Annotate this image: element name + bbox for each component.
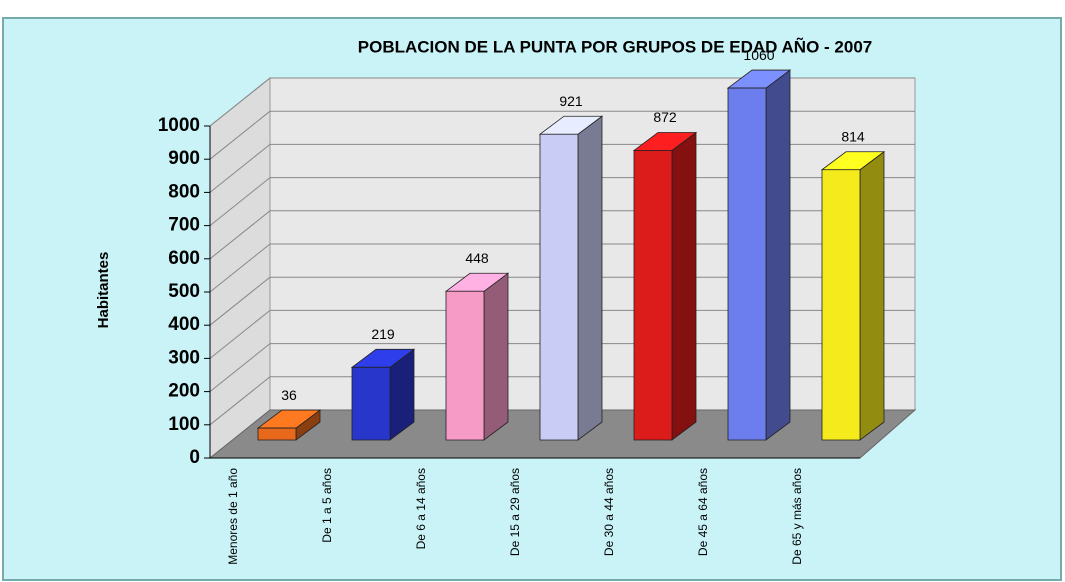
bar	[820, 150, 886, 441]
bar-face	[483, 272, 509, 441]
grid-line	[209, 343, 271, 392]
bar	[538, 115, 604, 441]
bar-face	[351, 366, 391, 441]
bar	[350, 348, 416, 441]
y-tick-label: 300	[168, 347, 200, 368]
y-tick-label: 600	[168, 248, 200, 269]
bar-face	[539, 133, 579, 441]
bar	[256, 409, 322, 441]
grid-line	[209, 110, 271, 160]
x-tick-label: De 65 y más años	[790, 468, 804, 565]
y-tick-label: 500	[168, 281, 200, 302]
grid-line	[209, 144, 271, 193]
value-label: 921	[559, 93, 583, 109]
x-tick-label: De 45 a 64 años	[696, 468, 710, 556]
bar-face	[859, 150, 885, 441]
bar-face	[727, 87, 767, 441]
y-tick-label: 1000	[158, 115, 200, 136]
bar	[632, 131, 698, 441]
y-tick-label: 800	[168, 181, 200, 202]
chart-title: POBLACION DE LA PUNTA POR GRUPOS DE EDAD…	[358, 36, 872, 56]
bar	[444, 272, 510, 441]
x-tick-label: De 15 a 29 años	[508, 468, 522, 556]
y-tick-label: 100	[168, 414, 200, 435]
value-label: 872	[653, 109, 677, 125]
grid-line	[209, 77, 271, 127]
bar-face	[577, 115, 603, 441]
bar-face	[257, 427, 297, 441]
x-tick-label: De 30 a 44 años	[602, 468, 616, 556]
y-tick-label: 0	[189, 447, 200, 468]
y-tick-label: 700	[168, 215, 200, 236]
value-label: 219	[371, 326, 395, 342]
y-axis-label: Habitantes	[95, 252, 112, 329]
grid-line	[209, 276, 271, 326]
value-label: 1060	[743, 47, 774, 63]
grid-line	[209, 210, 271, 260]
grid-line	[209, 243, 271, 293]
value-label: 448	[465, 250, 489, 266]
value-label: 36	[281, 387, 297, 403]
bar-face	[765, 69, 791, 441]
bar-face	[671, 131, 697, 441]
y-tick-label: 900	[168, 148, 200, 169]
bar-face	[821, 169, 861, 441]
y-tick-label: 400	[168, 314, 200, 335]
grid-line	[209, 310, 271, 359]
x-tick-label: De 6 a 14 años	[414, 468, 428, 549]
value-label: 814	[841, 128, 865, 144]
grid-line	[209, 376, 271, 426]
grid-line	[209, 177, 271, 226]
x-tick-label: De 1 a 5 años	[320, 468, 334, 543]
bar-face	[445, 290, 485, 441]
y-tick-label: 200	[168, 381, 200, 402]
bar-face	[633, 150, 673, 441]
bar	[726, 69, 792, 441]
x-tick-label: Menores de 1 año	[226, 468, 240, 565]
